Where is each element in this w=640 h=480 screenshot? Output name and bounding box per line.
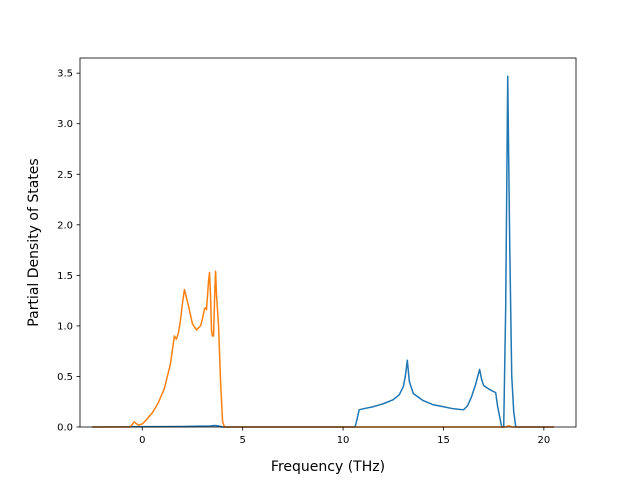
x-tick-label: 0 <box>139 435 145 446</box>
series-line-1 <box>92 75 554 428</box>
series-line-2 <box>92 270 554 428</box>
y-tick-label: 3.0 <box>57 119 73 130</box>
y-tick-label: 2.5 <box>57 170 73 181</box>
x-tick-label: 15 <box>437 435 450 446</box>
y-tick-label: 3.5 <box>57 69 73 80</box>
y-axis-label: Partial Density of States <box>26 158 42 326</box>
x-tick-label: 5 <box>239 435 245 446</box>
series-layer <box>92 75 554 428</box>
x-tick-label: 20 <box>538 435 551 446</box>
plot-frame <box>79 57 577 428</box>
x-axis-label: Frequency (THz) <box>271 459 385 475</box>
y-tick-label: 1.0 <box>57 321 73 332</box>
x-tick-label: 10 <box>337 435 350 446</box>
y-tick-label: 0.0 <box>57 423 73 434</box>
y-tick-label: 0.5 <box>57 372 73 383</box>
y-tick-label: 1.5 <box>57 271 73 282</box>
y-tick-label: 2.0 <box>57 220 73 231</box>
tick-layer: 0 5 10 15 20 0.0 0.5 1.0 1.5 2.0 2.5 3.0 3.5 <box>57 69 550 446</box>
